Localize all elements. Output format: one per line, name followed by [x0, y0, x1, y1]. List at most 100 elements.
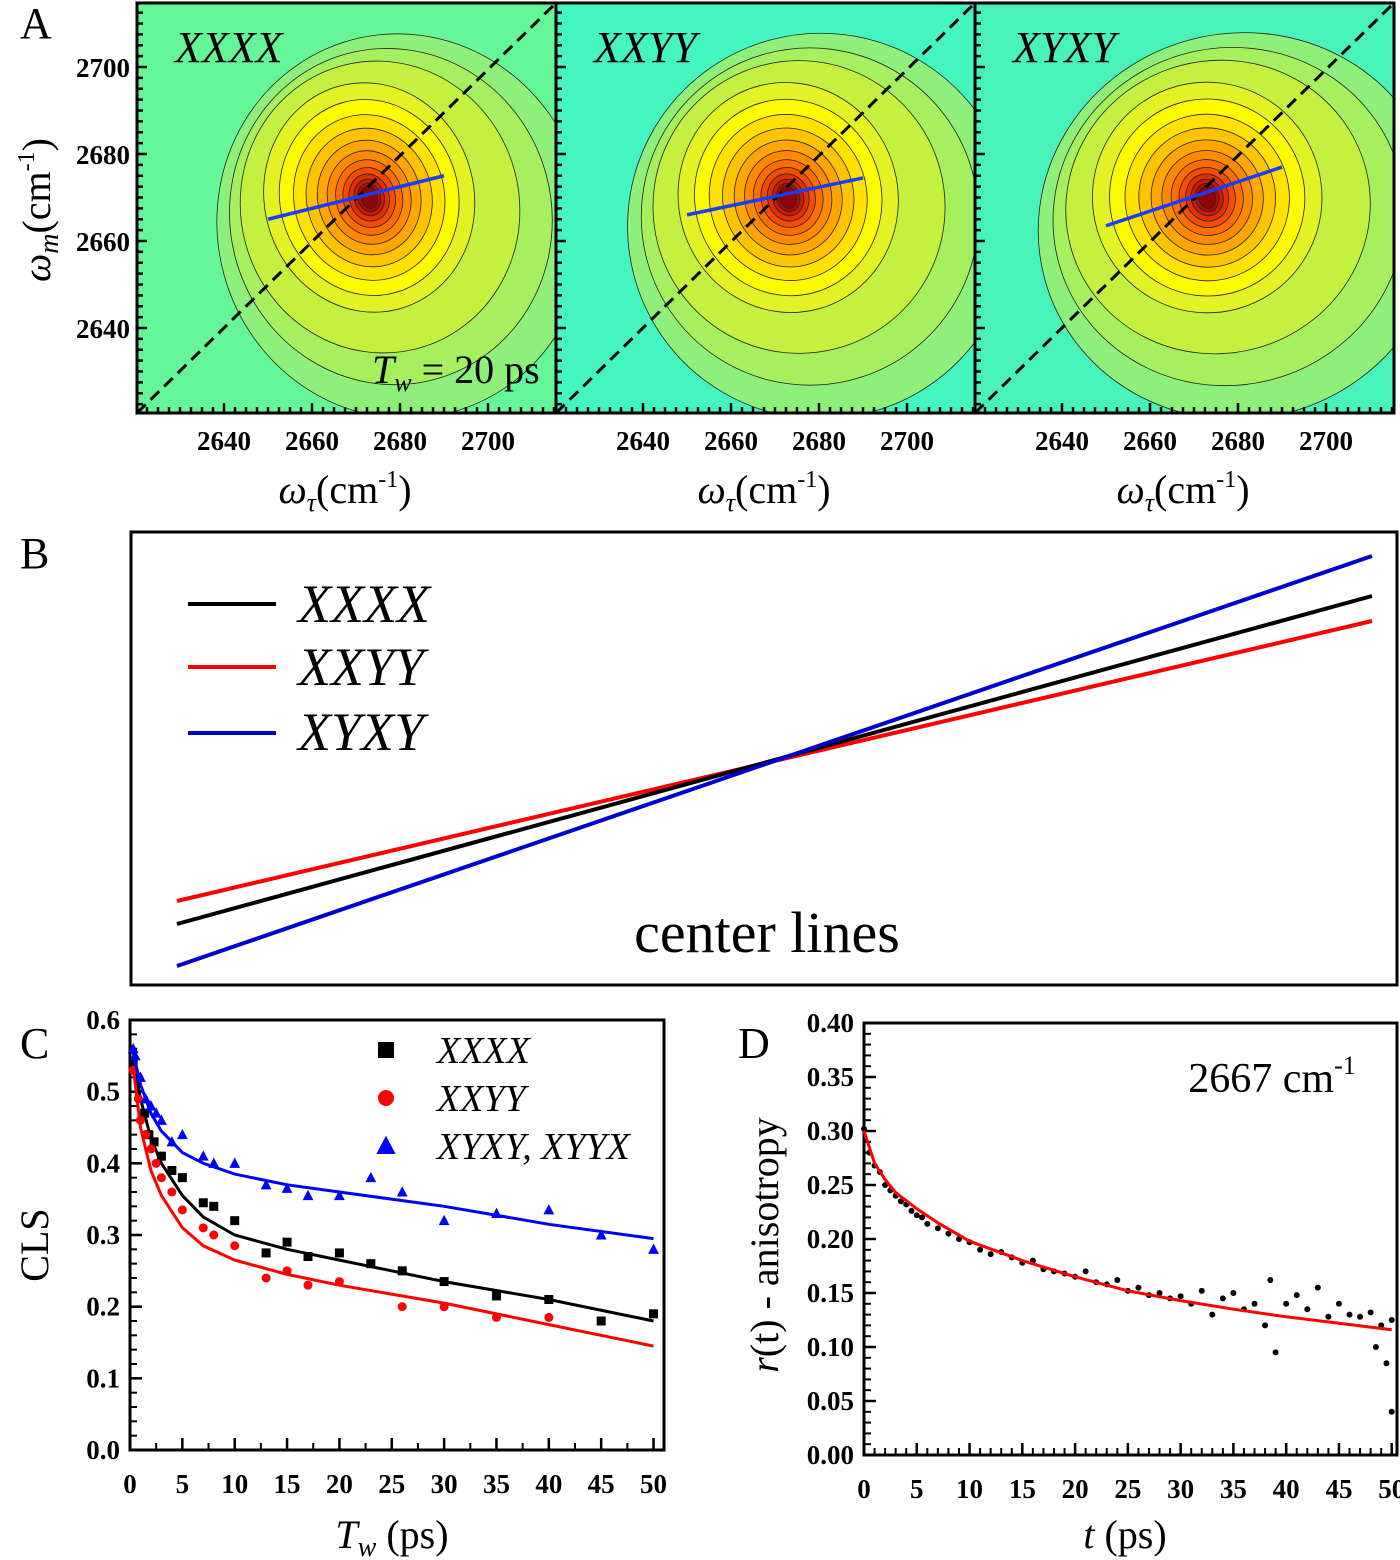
legend-marker	[378, 1042, 394, 1058]
y-tick-label: 2660	[76, 227, 130, 257]
data-point	[1314, 1284, 1321, 1291]
y-tick-label: 0.40	[807, 1008, 854, 1038]
data-point	[177, 1205, 187, 1215]
x-axis-label-part: (cm	[316, 467, 378, 512]
data-point	[334, 1248, 344, 1258]
panel-label-c: C	[20, 1019, 49, 1068]
data-point	[897, 1198, 904, 1205]
x-tick-label: 2660	[1123, 426, 1177, 456]
diagonal-dashed-line	[137, 3, 556, 413]
data-point	[438, 1214, 450, 1226]
spectrum-xxyy: 2640 2660 2680 2700 XXYY ωτ(cm-1)	[554, 1, 977, 517]
data-point	[230, 1241, 240, 1251]
data-point	[595, 1229, 607, 1240]
data-point	[913, 1212, 920, 1219]
data-point	[282, 1266, 292, 1276]
data-point	[491, 1207, 502, 1218]
data-point	[397, 1266, 407, 1276]
y-tick-label: 2700	[76, 53, 130, 83]
x-axis-label-part: )	[1236, 467, 1249, 512]
data-point	[133, 1094, 143, 1104]
data-point	[1177, 1293, 1184, 1300]
data-point	[1293, 1292, 1300, 1299]
data-point	[135, 1115, 145, 1125]
spectrum-xyxy: 2640 2660 2680 2700 XYXY ωτ(cm-1)	[973, 1, 1396, 517]
data-point	[156, 1173, 166, 1183]
y-tick-label: 0.35	[807, 1062, 854, 1092]
data-point	[260, 1178, 272, 1190]
x-tick-label: 40	[535, 1469, 562, 1499]
tw-subscript: w	[394, 368, 412, 397]
panel-label-a: A	[20, 0, 52, 48]
fit-curve-1	[131, 1066, 654, 1348]
x-tick-label: 45	[1325, 1474, 1352, 1504]
x-tick-label: 50	[640, 1469, 667, 1499]
x-tick-label: 2660	[704, 426, 758, 456]
y-tick-label: 0.4	[86, 1148, 120, 1178]
data-point	[397, 1302, 407, 1312]
panel-c-cls-plot: 0 5 10 15 20 25 30 35 40 45 50 0.0 0.1 0.2 0.3 0.4 0.5 0.…	[86, 1005, 667, 1499]
data-point	[303, 1280, 313, 1290]
data-point	[177, 1173, 187, 1183]
center-line	[686, 176, 864, 217]
x-axis-label: ωτ(cm-1)	[1116, 467, 1249, 517]
x-axis-label-part: -1	[1216, 467, 1236, 493]
x-tick-label: 2640	[1035, 426, 1089, 456]
x-tick-label: 35	[1220, 1474, 1247, 1504]
data-point	[1272, 1349, 1279, 1356]
x-tick-label: 45	[588, 1469, 615, 1499]
spectrum-title: XYXY	[1011, 23, 1120, 72]
data-point	[156, 1114, 167, 1125]
data-point	[209, 1201, 219, 1211]
fit-curve	[862, 1130, 1392, 1332]
data-point	[1357, 1313, 1364, 1320]
data-point	[1135, 1284, 1142, 1291]
data-point	[156, 1151, 166, 1161]
data-point	[1383, 1360, 1390, 1367]
y-tick-label: 0.3	[86, 1220, 120, 1250]
data-point	[1114, 1277, 1121, 1284]
y-tick-label: 0.05	[807, 1386, 854, 1416]
x-axis-label: ωτ(cm-1)	[278, 467, 411, 517]
data-point	[919, 1214, 926, 1221]
data-point	[334, 1189, 345, 1201]
data-point	[1372, 1344, 1379, 1350]
spectrum-xxxx: 2640 2660 2680 2700 XXXX ωτ(cm-1) Tw = 20 ps	[135, 1, 558, 517]
data-point	[129, 1049, 141, 1061]
x-axis-label-part: τ	[726, 488, 737, 517]
contours	[137, 3, 556, 413]
data-point	[151, 1158, 161, 1168]
x-tick-label: 2640	[616, 426, 670, 456]
data-point	[167, 1187, 177, 1197]
data-point	[491, 1312, 501, 1322]
data-point	[439, 1277, 449, 1287]
tw-value: = 20 ps	[412, 347, 540, 392]
x-tick-label: 15	[1009, 1474, 1036, 1504]
x-tick-label: 2680	[373, 426, 427, 456]
data-point	[396, 1186, 408, 1197]
y-tick-label: 0.5	[86, 1077, 120, 1107]
data-point	[908, 1207, 915, 1214]
panel-b-center-lines: XXXX XXYY XYXY center lines	[129, 530, 1399, 987]
y-tick-label: 2640	[76, 314, 130, 344]
diagonal-dashed-line	[975, 3, 1394, 413]
svg-text:ωm(cm-1): ωm(cm-1)	[14, 138, 65, 282]
y-tick-label: 0.25	[807, 1170, 854, 1200]
x-tick-label: 50	[1378, 1474, 1400, 1504]
x-axis-label-part: (cm	[735, 467, 797, 512]
y-tick-label: 0.10	[807, 1332, 854, 1362]
x-tick-label: 30	[431, 1469, 458, 1499]
data-point	[1283, 1300, 1290, 1307]
data-point	[261, 1273, 271, 1283]
x-tick-label: 20	[326, 1469, 353, 1499]
y-tick-label: 0.6	[86, 1005, 120, 1035]
y-tick-label: 2680	[76, 140, 130, 170]
data-point	[127, 1042, 139, 1054]
y-tick-label: 0.1	[86, 1363, 120, 1393]
x-tick-label: 2700	[880, 426, 934, 456]
panel-label-b: B	[20, 529, 49, 578]
x-axis-label-part: )	[817, 467, 830, 512]
center-line-xyxy	[176, 554, 1373, 968]
x-tick-label: 2700	[1299, 426, 1353, 456]
tw-symbol: T	[372, 347, 397, 392]
